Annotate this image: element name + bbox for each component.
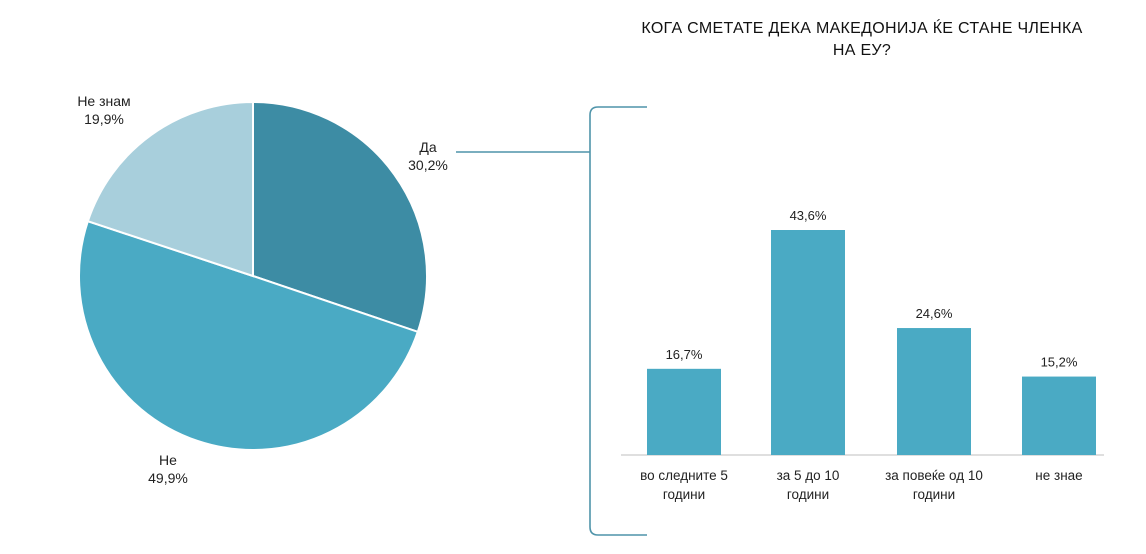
bar-category-label: за 5 до 10 bbox=[777, 468, 840, 483]
bar-value-label: 16,7% bbox=[666, 347, 703, 362]
pie-slice-3 bbox=[86, 100, 254, 278]
bar-chart: КОГА СМЕТАТЕ ДЕКА МАКЕДОНИЈА ЌЕ СТАНЕ ЧЛ… bbox=[621, 18, 1104, 502]
pie-chart: Да 30,2% Не 49,9% Не знам 19,9% bbox=[77, 93, 448, 486]
bar-category-label: години bbox=[913, 487, 955, 502]
pie-slice-label: Да bbox=[419, 139, 436, 155]
pie-slice-2 bbox=[78, 219, 420, 451]
connector-line bbox=[456, 106, 647, 536]
bar-value-label: 15,2% bbox=[1041, 355, 1078, 370]
bar-category-label: години bbox=[787, 487, 829, 502]
bar-2 bbox=[771, 230, 845, 455]
bar-value-label: 24,6% bbox=[916, 306, 953, 321]
chart-title-line-2: НА ЕУ? bbox=[833, 42, 891, 59]
bar-category-label: во следните 5 bbox=[640, 468, 728, 483]
bar-3 bbox=[897, 328, 971, 455]
pie-slice-1 bbox=[252, 100, 428, 334]
bar-4 bbox=[1022, 376, 1096, 455]
pie-slice-label: Не знам bbox=[77, 93, 130, 109]
bar-category-label: не знае bbox=[1035, 468, 1082, 483]
chart-title-line-1: КОГА СМЕТАТЕ ДЕКА МАКЕДОНИЈА ЌЕ СТАНЕ ЧЛ… bbox=[641, 18, 1082, 37]
bar-category-label: за повеќе од 10 bbox=[885, 468, 983, 483]
bar-value-label: 43,6% bbox=[790, 208, 827, 223]
pie-slice-label: Не bbox=[159, 452, 177, 468]
pie-slice-value: 19,9% bbox=[84, 111, 124, 127]
pie-slice-value: 49,9% bbox=[148, 470, 188, 486]
bar-1 bbox=[647, 368, 721, 455]
pie-slice-value: 30,2% bbox=[408, 157, 448, 173]
bar-category-label: години bbox=[663, 487, 705, 502]
